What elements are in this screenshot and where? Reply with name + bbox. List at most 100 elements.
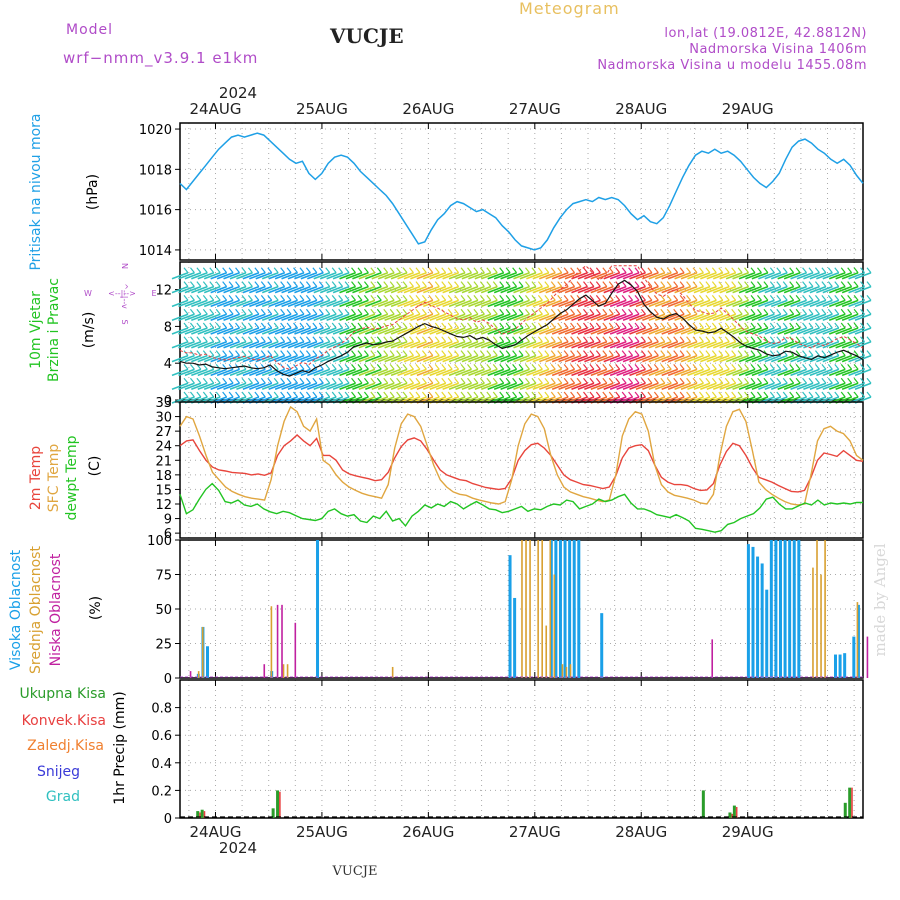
wind-barb [777,313,794,321]
wind-barb [745,382,762,390]
wind-barb [268,327,285,335]
wind-barb-flag [189,322,195,329]
wind-barb [500,299,517,308]
wind-barb-flag [570,350,576,356]
wind-barb [268,299,285,308]
wind-barb-flag [415,391,421,398]
wind-barb-flag [215,322,221,329]
wind-barb-flag [305,350,311,356]
wind-barb-flag [228,308,234,315]
cloud-bar-0 [760,563,764,678]
wind-barb-flag [860,281,866,287]
wind-barb [216,327,234,335]
wind-barb [571,341,588,349]
wind-barb [809,313,827,321]
wind-barb [268,272,285,280]
wind-barb [307,368,324,377]
wind-barb [223,382,240,390]
wind-barb-flag [254,377,260,384]
wind-barb-flag [802,336,808,343]
wind-barb [558,299,575,308]
wind-axis-title-2: Brzina i Pravac [46,278,62,382]
wind-barb-flag [267,308,273,315]
cloud-low-mark [866,636,869,678]
wind-barb [635,313,653,321]
wind-barb [700,341,717,349]
wind-barb [481,327,498,335]
wind-barb [448,313,466,321]
wind-barb-flag [866,377,872,384]
wind-barb [468,313,485,321]
wind-barb [783,272,801,280]
wind-barb-flag [183,364,189,370]
wind-barb [506,313,524,321]
wind-barb [738,285,756,294]
wind-barb-flag [750,391,756,398]
wind-barb-flag [467,336,472,343]
cloud-bar-0 [558,540,562,678]
wind-barb-flag [814,322,820,329]
wind-barb [319,327,337,335]
wind-barb [429,354,447,363]
wind-barb [287,354,305,363]
wind-barb-flag [467,308,472,315]
wind-barb [319,299,337,308]
wind-barb-flag [228,336,234,343]
wind-barb [551,272,569,280]
wind-barb [203,341,221,349]
wind-barb [339,382,356,390]
wind-barb-flag [357,322,363,329]
wind-barb [687,285,704,294]
wind-barb-flag [486,364,492,370]
wind-barb [171,341,189,349]
wind-barb-flag [473,267,479,274]
wind-barb-flag [492,336,498,343]
model-label: Model [66,22,113,38]
wind-barb-flag [254,391,260,398]
wind-barb-flag [647,364,653,370]
wind-barb [758,354,775,363]
wind-barb-flag [344,322,350,329]
wind-barb-flag [699,308,704,315]
wind-barb [558,272,575,280]
wind-barb-flag [428,377,434,384]
wind-barb [712,285,730,294]
wind-barb [532,272,550,280]
wind-barb-flag [718,267,724,274]
wind-barb [783,382,801,390]
wind-barb-flag [241,295,247,301]
wind-barb [751,272,769,280]
wind-barb [835,272,852,280]
wind-barb [616,327,633,335]
wind-barb [803,285,820,294]
wind-barb [828,313,846,321]
wind-barb [700,354,717,363]
wind-barb [835,354,852,363]
wind-barb-flag [621,391,627,398]
wind-barb-flag [473,391,479,398]
cloud-bar-0 [600,613,604,678]
wind-barb [719,272,736,280]
cloud-bar-0 [513,597,517,678]
wind-barb-flag [247,295,253,301]
wind-barb [622,272,640,280]
wind-barb [513,382,530,390]
wind-barb-flag [750,281,756,287]
wind-barb-flag [550,322,556,329]
wind-barb [455,272,472,280]
wind-barb-flag [666,308,672,315]
wind-barb-flag [299,336,305,343]
cloud-bar-0 [765,589,769,678]
wind-barb-flag [344,391,350,398]
wind-barb-flag [235,267,241,274]
wind-barb [667,327,685,335]
wind-barb [403,341,421,349]
wind-barb [532,327,550,335]
wind-barb-flag [789,391,795,398]
wind-barb [249,285,266,294]
wind-barb [758,368,775,377]
wind-barb-flag [795,364,801,370]
wind-barb [609,341,627,349]
wind-barb [725,299,743,308]
y-tick-label: 0.6 [151,729,172,744]
